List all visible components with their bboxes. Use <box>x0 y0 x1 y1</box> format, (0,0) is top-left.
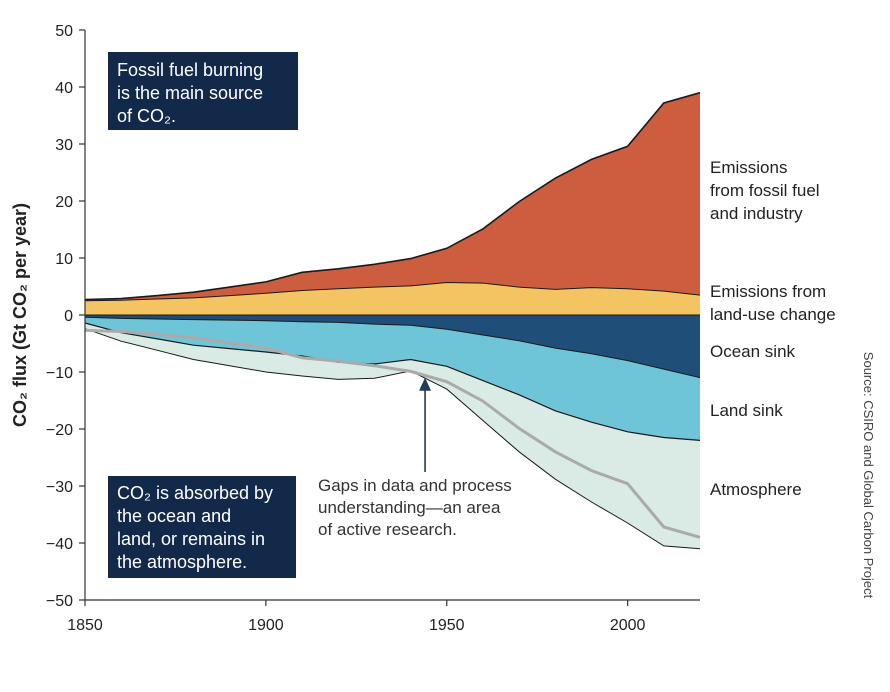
fossil-fuel-line <box>84 91 701 301</box>
y-tick-label: −50 <box>46 593 73 610</box>
sink-annotation-text-line: the atmosphere. <box>117 552 247 572</box>
gap-annotation-text: Gaps in data and process understanding—an… <box>318 476 512 539</box>
fossil-fuel-label-line: Emissions <box>710 158 787 177</box>
x-tick-label: 2000 <box>610 617 646 634</box>
gap-arrow-head <box>419 377 432 391</box>
source-annotation-text-line: of CO₂. <box>117 106 176 126</box>
fossil-fuel-label-line: and industry <box>710 204 803 223</box>
ocean-sink-label-line: Ocean sink <box>710 342 796 361</box>
y-tick-label: 20 <box>55 194 73 211</box>
land-use-line <box>84 281 701 302</box>
atmosphere-label-line: Atmosphere <box>710 480 802 499</box>
y-tick-label: 10 <box>55 251 73 268</box>
sink-annotation-text-line: land, or remains in <box>117 529 265 549</box>
source-annotation-box <box>108 52 298 130</box>
fossil-fuel-label: Emissions from fossil fuel and industry <box>710 158 820 223</box>
land-sink-area <box>85 317 700 441</box>
source-credit: Source: CSIRO and Global Carbon Project <box>861 352 876 599</box>
y-tick-label: −40 <box>46 536 73 553</box>
y-tick-label: −30 <box>46 479 73 496</box>
y-tick-label: −10 <box>46 365 73 382</box>
x-tick-label: 1900 <box>248 617 284 634</box>
x-tick-label: 1950 <box>429 617 465 634</box>
fossil-fuel-label-line: from fossil fuel <box>710 181 820 200</box>
y-tick-label: 50 <box>55 23 73 40</box>
land-sink-line <box>84 322 701 441</box>
chart-areas <box>84 91 701 550</box>
y-tick-label: 30 <box>55 137 73 154</box>
gap-annotation-text-line: of active research. <box>318 520 457 539</box>
y-tick-label: 0 <box>64 308 73 325</box>
source-annotation-text-line: is the main source <box>117 83 263 103</box>
sink-annotation-text-line: the ocean and <box>117 506 231 526</box>
gap-annotation-text-line: Gaps in data and process <box>318 476 512 495</box>
sink-annotation-text-line: CO₂ is absorbed by <box>117 483 273 503</box>
fossil-fuel-area <box>85 92 700 301</box>
ocean-sink-line <box>84 316 701 379</box>
source-annotation-text: Fossil fuel burning is the main source of … <box>117 60 263 126</box>
sink-annotation-box <box>108 476 296 578</box>
chart-labels: Emissions from fossil fuel and industryEmi… <box>108 52 876 599</box>
land-use-label-line: land-use change <box>710 305 836 324</box>
y-tick-label: 40 <box>55 80 73 97</box>
sink-annotation-text: CO₂ is absorbed by the ocean and land, or … <box>117 483 273 572</box>
source-annotation-text-line: Fossil fuel burning <box>117 60 263 80</box>
land-sink-label-line: Land sink <box>710 401 783 420</box>
y-axis-label: CO₂ flux (Gt CO₂ per year) <box>10 203 30 427</box>
atmosphere-line <box>84 328 701 550</box>
atmosphere-label: Atmosphere <box>710 480 802 499</box>
land-use-area <box>85 282 700 315</box>
ocean-sink-area <box>85 315 700 378</box>
ocean-sink-label: Ocean sink <box>710 342 796 361</box>
land-sink-label: Land sink <box>710 401 783 420</box>
budget-line <box>84 328 701 539</box>
x-tick-label: 1850 <box>67 617 103 634</box>
land-use-label-line: Emissions from <box>710 282 826 301</box>
gap-annotation-text-line: understanding—an area <box>318 498 501 517</box>
land-use-label: Emissions from land-use change <box>710 282 836 324</box>
y-tick-label: −20 <box>46 422 73 439</box>
chart-axes: 50 40 30 20 10 0 −10 −20 −30 −40 −50 1850 1900 1950 20… <box>10 23 700 634</box>
